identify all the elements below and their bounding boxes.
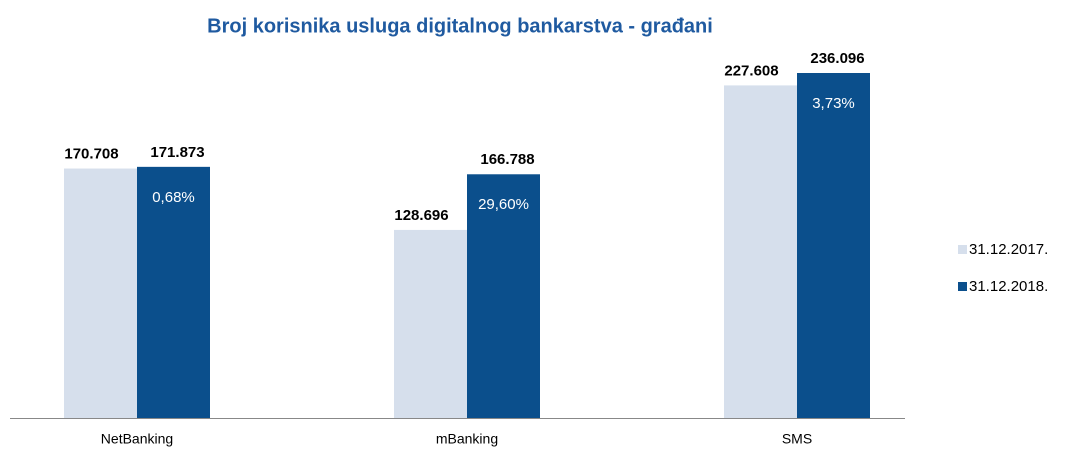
legend-swatch	[958, 245, 967, 254]
bar	[724, 85, 797, 418]
chart-title: Broj korisnika usluga digitalnog bankars…	[207, 15, 713, 37]
value-label: 128.696	[394, 207, 448, 224]
change-label: 29,60%	[478, 196, 529, 213]
bar	[467, 174, 540, 418]
change-label: 3,73%	[812, 95, 855, 112]
bar	[797, 73, 870, 418]
value-label: 171.873	[150, 144, 204, 161]
legend-label: 31.12.2018.	[969, 278, 1048, 295]
value-label: 236.096	[810, 50, 864, 67]
value-label: 166.788	[480, 151, 534, 168]
bar	[137, 166, 210, 418]
value-label: 227.608	[724, 62, 778, 79]
bar	[64, 168, 137, 418]
bar	[394, 229, 467, 418]
legend-label: 31.12.2017.	[969, 241, 1048, 258]
legend-swatch	[958, 282, 967, 291]
x-tick-label: mBanking	[436, 431, 498, 447]
value-label: 170.708	[64, 146, 118, 163]
change-label: 0,68%	[152, 189, 195, 206]
x-tick-label: SMS	[782, 431, 812, 447]
x-tick-label: NetBanking	[101, 431, 173, 447]
